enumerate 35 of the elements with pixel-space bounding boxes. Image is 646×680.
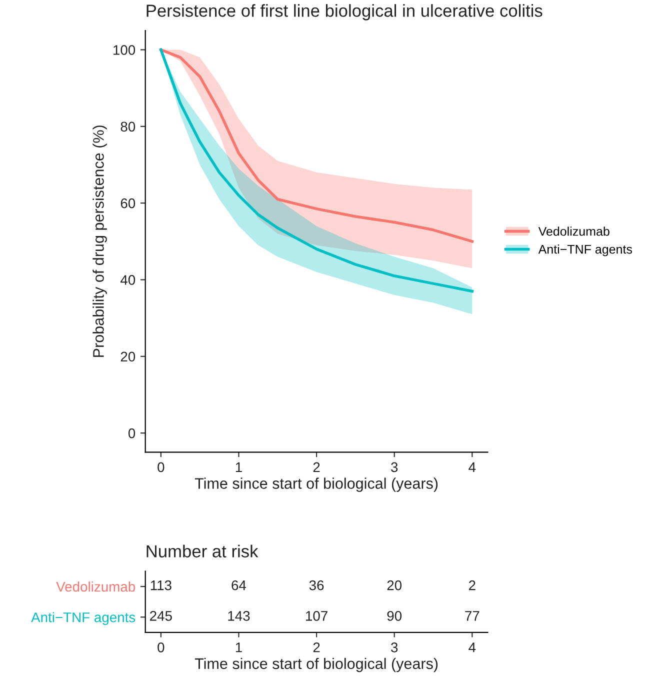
- legend-label: Anti−TNF agents: [538, 244, 632, 256]
- x-axis-title: Time since start of biological (years): [194, 478, 438, 492]
- x-tick-label: 1: [236, 462, 242, 472]
- y-tick-label: 20: [120, 352, 136, 362]
- data-label: 20: [387, 580, 402, 590]
- chart-title: Number at risk: [146, 544, 258, 558]
- x-tick-label: 0: [158, 642, 164, 652]
- x-tick-label: 3: [391, 642, 398, 652]
- x-tick-label: 4: [468, 462, 476, 472]
- legend-label: Vedolizumab: [538, 226, 610, 236]
- y-tick-label: 80: [120, 122, 136, 132]
- y-tick-label: Vedolizumab: [56, 581, 136, 592]
- x-tick-label: 2: [313, 462, 320, 472]
- data-label: 90: [387, 610, 402, 621]
- data-label: 64: [232, 580, 246, 590]
- data-label: 143: [228, 610, 250, 621]
- x-axis-title: Time since start of biological (years): [194, 658, 438, 672]
- data-label: 36: [309, 580, 324, 590]
- y-tick-label: 40: [120, 275, 136, 285]
- x-tick-label: 2: [313, 642, 320, 652]
- x-tick-label: 3: [391, 462, 398, 472]
- x-tick-label: 0: [158, 462, 164, 472]
- data-label: 77: [465, 611, 480, 621]
- y-tick-label: Anti−TNF agents: [31, 612, 136, 626]
- data-label: 2: [469, 580, 476, 590]
- data-label: 113: [150, 580, 172, 590]
- x-tick-label: 4: [468, 642, 476, 652]
- y-tick-label: 60: [120, 198, 136, 208]
- x-tick-label: 1: [236, 642, 242, 652]
- y-tick-label: 100: [114, 45, 136, 55]
- data-label: 245: [150, 610, 172, 621]
- data-label: 107: [306, 610, 328, 621]
- y-axis-title: Probability of drug persistence (%): [92, 126, 107, 357]
- chart-title: Persistence of first line biological in ulcerative colitis: [146, 4, 542, 20]
- y-tick-label: 0: [128, 428, 136, 438]
